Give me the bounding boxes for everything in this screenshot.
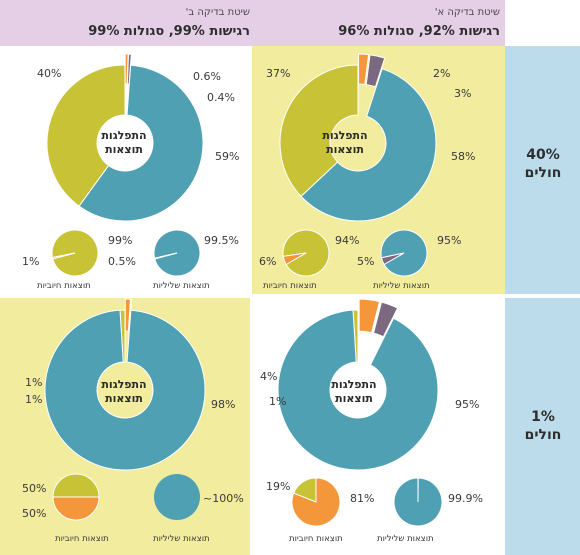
row-label-bg-40 [505,46,580,294]
donut-center-b1: התפלגות תוצאות [96,378,152,406]
label-a1-pos-true: 19% [266,480,291,493]
donut-a1-slice-false-negative [372,301,399,338]
pie-b40-neg-slice-false [154,252,178,260]
row-label-1: 1% חולים [507,408,579,444]
pie-b40-pos-slice-false [51,252,76,260]
label-b1-neg-true: ~100% [203,492,244,505]
donut-a40-slice-true-negative [300,68,437,222]
center-line1: התפלגות [101,129,147,142]
caption-b1-positive: תוצאות חיוביות [55,534,109,544]
pie-b1-pos-slice-false [52,496,100,521]
donut-a40-slice-true-positive [279,64,359,198]
label-b40-fp: 0.6% [193,70,221,83]
label-a1-fp: 4% [260,370,278,383]
label-a1-tn: 95% [455,398,480,411]
label-b40-fn: 0.4% [207,91,235,104]
label-b40-tp: 40% [37,67,62,80]
donut-center-a40: התפלגות תוצאות [317,129,373,157]
label-a1-tp: 1% [269,395,287,408]
method-b-title: שיטת בדיקה ב' [185,7,250,18]
label-b1-tn: 98% [211,398,236,411]
donut-b1-slice-true-negative [44,309,206,471]
label-a40-tn: 58% [451,150,476,163]
label-a40-neg-true: 95% [437,234,462,247]
header-band [0,0,505,46]
label-a1-pos-false: 81% [350,492,375,505]
caption-b40-negative: תוצאות שליליות [153,281,210,291]
donut-a40-slice-false-negative [365,54,386,88]
donut-b40-slice-true-positive [46,64,126,207]
row-label-40: 40% חולים [507,146,579,182]
center-line2: תוצאות [105,392,143,405]
caption-b40-positive: תוצאות חיוביות [37,281,91,291]
donut-a40-slice-false-positive [358,53,370,85]
row-label-bg-1 [505,298,580,555]
method-b-subtitle: רגישות 99%, סגולות 99% [88,24,250,39]
caption-a1-positive: תוצאות חיוביות [289,534,343,544]
label-a40-pos-true: 94% [335,234,360,247]
center-line1: התפלגות [331,378,377,391]
donut-center-b40: התפלגות תוצאות [96,129,152,157]
label-a40-fp: 2% [433,67,451,80]
row-text-1: חולים [524,427,562,443]
label-b40-tn: 59% [215,150,240,163]
center-line1: התפלגות [101,378,147,391]
label-b1-pos-false: 50% [22,507,47,520]
label-b40-pos-true: 99% [108,234,133,247]
method-a-title: שיטת בדיקה א' [434,7,500,18]
label-a40-pos-false: 6% [259,255,277,268]
pie-a40-pos-slice-false [282,252,307,266]
pie-b1-neg-slice-true [154,474,200,520]
label-b1-fp: 1% [25,393,43,406]
label-a40-neg-false: 5% [357,255,375,268]
label-b40-neg-false: 0.5% [108,255,136,268]
pie-a40-neg-slice-false [380,252,405,266]
donut-a1-slice-true-negative [277,309,439,471]
label-b1-pos-true: 50% [22,482,47,495]
caption-a40-negative: תוצאות שליליות [373,281,430,291]
pie-a1-pos-slice-false [291,477,341,527]
caption-a1-negative: תוצאות שליליות [377,534,434,544]
caption-a40-positive: תוצאות חיוביות [263,281,317,291]
donut-center-a1: התפלגות תוצאות [326,378,382,406]
caption-b1-negative: תוצאות שליליות [153,534,210,544]
center-line2: תוצאות [105,143,143,156]
method-a-subtitle: רגישות 92%, סגולות 96% [338,24,500,39]
donut-a1-slice-false-positive [358,298,381,334]
label-b40-neg-true: 99.5% [204,234,239,247]
pie-b1-pos-slice-true [52,473,100,498]
label-a1-neg-true: 99.9% [448,492,483,505]
center-line2: תוצאות [335,392,373,405]
label-b40-pos-false: 1% [22,255,40,268]
row-value-40: 40% [526,147,560,163]
label-b1-tp: 1% [25,376,43,389]
label-a40-tp: 37% [266,67,291,80]
row-text-40: חולים [524,165,562,181]
center-line2: תוצאות [326,143,364,156]
label-a40-fn: 3% [454,87,472,100]
center-line1: התפלגות [322,129,368,142]
donut-b40-slice-true-negative [78,64,204,222]
row-value-1: 1% [531,409,555,425]
